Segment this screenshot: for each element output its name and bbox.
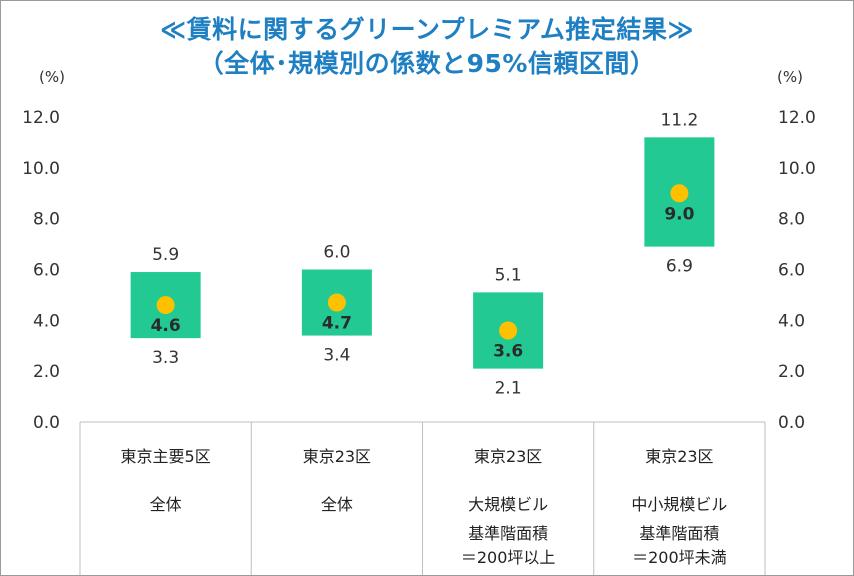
estimate-label: 4.6 xyxy=(151,316,181,336)
category-label: 全体 xyxy=(150,495,182,514)
category-label: 東京23区 xyxy=(474,447,542,466)
estimate-point xyxy=(670,184,689,203)
lower-bound-label: 2.1 xyxy=(495,379,522,399)
y-tick-label-right: 8.0 xyxy=(778,210,805,230)
y-tick-label-right: 10.0 xyxy=(778,159,816,179)
y-tick-label-right: 12.0 xyxy=(778,108,816,128)
estimate-label: 9.0 xyxy=(664,204,694,224)
category-label: 中小規模ビル xyxy=(631,495,727,514)
chart-title-line-1: ≪賃料に関するグリーンプレミアム推定結果≫ xyxy=(159,15,695,44)
y-tick-label-left: 10.0 xyxy=(22,159,60,179)
category-label: 東京23区 xyxy=(645,447,713,466)
y-tick-label-right: 4.0 xyxy=(778,311,805,331)
lower-bound-label: 3.3 xyxy=(152,348,179,368)
y-tick-label-left: 0.0 xyxy=(33,413,60,433)
category-label: 大規模ビル xyxy=(468,495,548,514)
estimate-point xyxy=(327,293,346,312)
category-label: 東京主要5区 xyxy=(121,447,211,466)
lower-bound-label: 3.4 xyxy=(323,346,350,366)
y-unit-left: (%) xyxy=(39,68,65,86)
chart-title-line-2: （全体･規模別の係数と95%信頼区間） xyxy=(198,49,656,78)
estimate-label: 4.7 xyxy=(322,314,352,334)
category-label: ＝200坪未満 xyxy=(632,548,727,567)
category-label: 東京23区 xyxy=(303,447,371,466)
lower-bound-label: 6.9 xyxy=(666,257,693,277)
category-label: ＝200坪以上 xyxy=(461,548,556,567)
upper-bound-label: 11.2 xyxy=(660,110,698,130)
estimate-label: 3.6 xyxy=(493,342,523,362)
upper-bound-label: 5.1 xyxy=(495,265,522,285)
y-tick-label-left: 8.0 xyxy=(33,210,60,230)
y-tick-label-left: 6.0 xyxy=(33,261,60,281)
y-tick-label-right: 0.0 xyxy=(778,413,805,433)
estimate-point xyxy=(156,296,175,315)
category-label: 全体 xyxy=(321,495,353,514)
estimate-point xyxy=(499,321,518,340)
upper-bound-label: 6.0 xyxy=(323,243,350,263)
y-tick-label-left: 12.0 xyxy=(22,108,60,128)
y-tick-label-left: 2.0 xyxy=(33,362,60,382)
y-tick-label-right: 6.0 xyxy=(778,261,805,281)
category-label: 基準階面積 xyxy=(639,524,719,543)
y-tick-label-left: 4.0 xyxy=(33,311,60,331)
y-unit-right: (%) xyxy=(777,68,803,86)
upper-bound-label: 5.9 xyxy=(152,245,179,265)
y-tick-label-right: 2.0 xyxy=(778,362,805,382)
category-label: 基準階面積 xyxy=(468,524,548,543)
